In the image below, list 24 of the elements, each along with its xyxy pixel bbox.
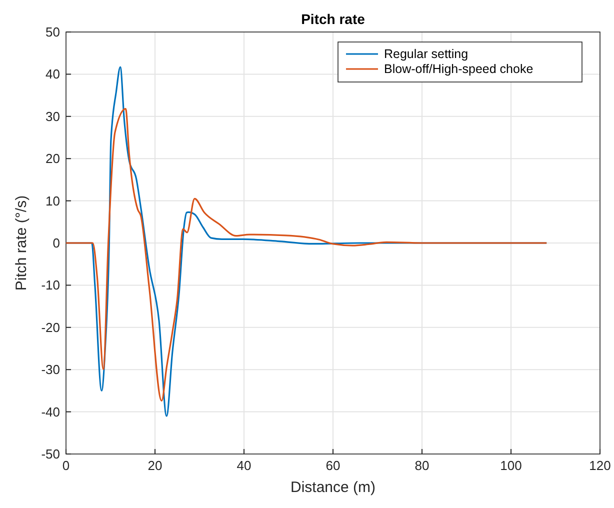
y-tick-label: 50 [46,24,60,40]
x-tick-label: 0 [62,458,70,473]
y-tick-label: 20 [46,151,60,166]
line-series [65,108,548,402]
y-tick-label: 0 [52,236,60,250]
x-tick-label: 20 [148,458,162,473]
x-axis-title: Distance (m) [290,479,376,496]
legend-label: Blow-off/High-speed choke [384,62,534,76]
x-tick-label: 120 [589,458,611,473]
x-tick-label: 80 [414,458,430,473]
y-tick-label: -50 [41,446,60,462]
y-tick-label: 10 [46,193,60,208]
y-tick-label: -40 [41,404,60,420]
chart-title: Pitch rate [301,11,366,27]
x-tick-label: 60 [326,458,340,473]
x-tick-label: 100 [500,458,522,473]
y-axis-title: Pitch rate (°/s) [13,195,30,291]
y-tick-label: -30 [41,362,60,378]
y-tick-label: 30 [46,108,60,124]
y-tick-label: 40 [46,66,60,82]
legend-label: Regular setting [384,47,468,61]
x-tick-label: 40 [236,458,252,473]
y-tick-label: -20 [41,320,60,335]
y-tick-label: -10 [41,278,60,293]
